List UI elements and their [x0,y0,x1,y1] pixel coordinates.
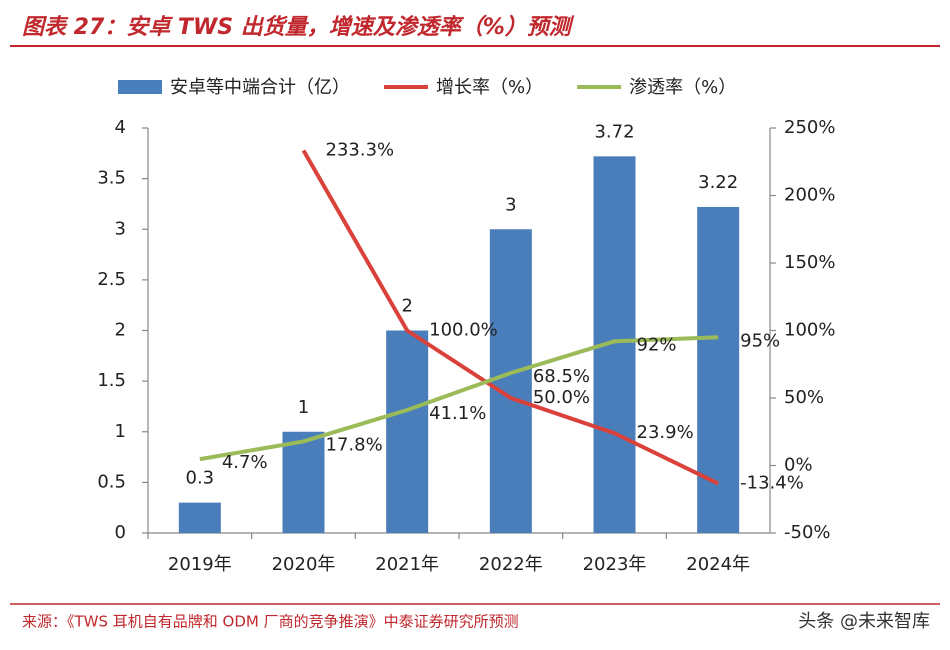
y2-tick-label: 200% [784,185,835,206]
bar-value-label: 0.3 [186,468,215,489]
legend-label: 安卓等中端合计（亿） [170,77,350,98]
line-value-label: 4.7% [222,452,268,473]
x-tick-label: 2019年 [168,554,232,575]
line-series [199,335,719,462]
bar-value-label: 2 [401,296,412,317]
watermark: 头条 @未来智库 [798,611,930,632]
y-tick-label: 1 [115,421,126,442]
line-value-label: 41.1% [429,403,486,424]
bar-value-label: 1 [298,397,309,418]
bar [282,431,325,533]
line-value-label: 92% [637,334,677,355]
x-tick-label: 2024年 [686,554,750,575]
x-tick-label: 2021年 [375,554,439,575]
line-series [301,149,720,486]
y-tick-label: 4 [115,117,126,138]
bar [178,502,221,533]
y2-tick-label: 250% [784,117,835,138]
y-tick-label: 1.5 [97,370,126,391]
line-value-label: 233.3% [326,140,395,161]
y-tick-label: 2.5 [97,269,126,290]
bar [489,229,532,533]
y-tick-label: 0 [115,522,126,543]
line-value-label: 17.8% [326,434,383,455]
y-tick-label: 2 [115,320,126,341]
y2-tick-label: 100% [784,320,835,341]
y2-tick-label: 50% [784,387,824,408]
line-value-label: 50.0% [533,387,590,408]
x-tick-label: 2022年 [479,554,543,575]
legend-label: 渗透率（%） [629,77,736,98]
bar-value-label: 3 [505,194,516,215]
bar-value-label: 3.72 [594,121,634,142]
line-value-label: 100.0% [429,320,498,341]
line-value-label: 68.5% [533,366,590,387]
line-value-label: -13.4% [740,473,804,494]
y-tick-label: 3 [115,218,126,239]
y2-tick-label: 150% [784,252,835,273]
legend-swatch [118,80,162,94]
y-tick-label: 0.5 [97,471,126,492]
bar [697,206,740,533]
y2-tick-label: -50% [784,522,831,543]
legend-label: 增长率（%） [436,77,543,98]
x-tick-label: 2020年 [272,554,336,575]
y2-tick-label: 0% [784,455,813,476]
bar-value-label: 3.22 [698,172,738,193]
source-note: 来源：《TWS 耳机自有品牌和 ODM 厂商的竞争推演》中泰证券研究所预测 [22,613,519,631]
x-tick-label: 2023年 [583,554,647,575]
line-value-label: 95% [740,330,780,351]
line-value-label: 23.9% [637,422,694,443]
bar [386,330,429,533]
y-tick-label: 3.5 [97,168,126,189]
chart-title: 图表 27：安卓 TWS 出货量，增速及渗透率（%）预测 [22,14,575,40]
